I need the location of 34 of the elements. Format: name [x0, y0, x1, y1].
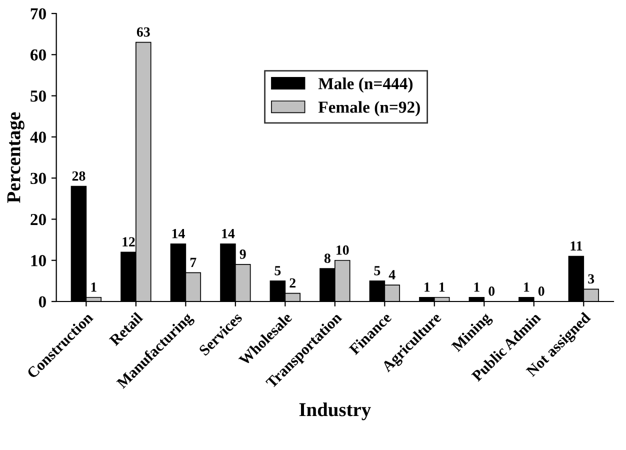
- data-label: 1: [474, 282, 480, 292]
- y-tick-label: 30: [30, 172, 46, 184]
- x-axis-title: Industry: [299, 402, 371, 420]
- data-label: 5: [274, 266, 281, 276]
- data-label: 28: [72, 171, 86, 181]
- data-label: 1: [524, 282, 530, 292]
- data-label: 8: [324, 254, 330, 263]
- data-label: 14: [172, 228, 185, 238]
- data-label: 3: [588, 274, 594, 284]
- y-tick-label: 10: [31, 255, 46, 266]
- data-label: 9: [240, 250, 246, 259]
- data-label: 0: [538, 286, 544, 296]
- y-tick-label: 0: [38, 296, 46, 308]
- data-label: 0: [488, 286, 495, 296]
- y-tick-label: 60: [30, 49, 46, 61]
- y-axis-title: Percentage: [7, 112, 24, 203]
- data-label: 1: [440, 282, 445, 292]
- data-label: 5: [374, 266, 380, 276]
- data-label: 1: [424, 282, 430, 292]
- y-tick-label: 50: [30, 90, 46, 102]
- y-tick-label: 70: [30, 8, 46, 20]
- data-label: 7: [190, 258, 196, 267]
- data-label: 10: [336, 245, 349, 255]
- legend-label: Male (n=444): [318, 78, 413, 93]
- data-label: 63: [136, 27, 150, 37]
- legend-label: Female (n=92): [318, 101, 420, 116]
- y-tick-label: 40: [30, 132, 46, 143]
- data-label: 14: [222, 228, 235, 238]
- data-label: 12: [122, 237, 135, 246]
- data-label: 4: [388, 270, 396, 280]
- data-label: 1: [91, 282, 96, 292]
- data-label: 11: [570, 241, 582, 251]
- data-label: 2: [290, 278, 296, 288]
- y-tick-label: 20: [30, 214, 46, 226]
